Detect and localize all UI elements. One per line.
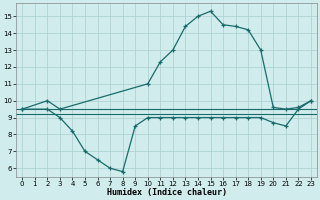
X-axis label: Humidex (Indice chaleur): Humidex (Indice chaleur): [107, 188, 227, 197]
